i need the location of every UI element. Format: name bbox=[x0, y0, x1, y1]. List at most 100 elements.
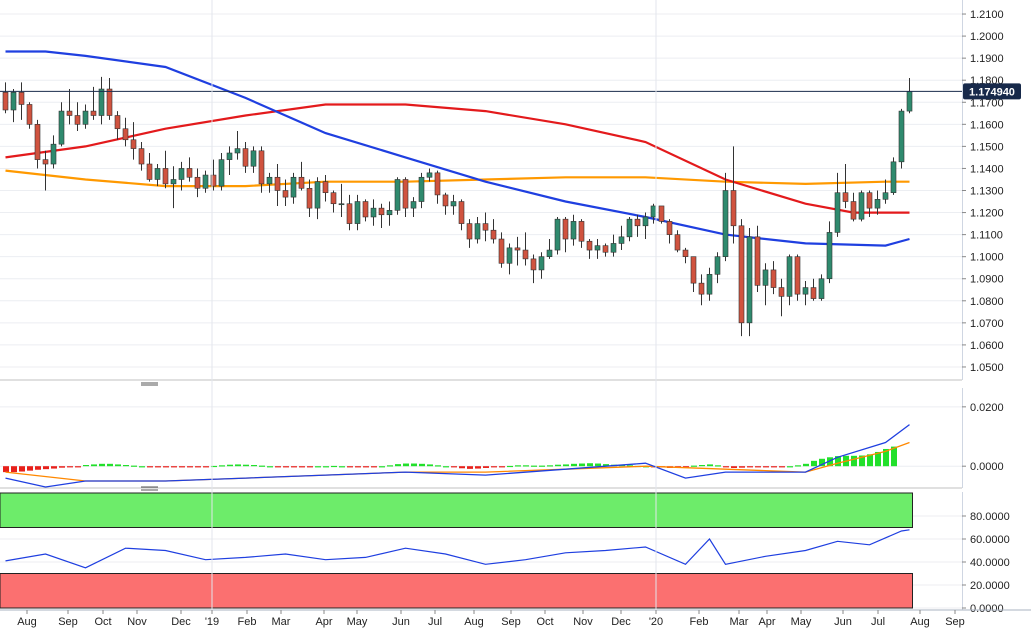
oscillator-bar bbox=[75, 466, 81, 468]
rsi-zones bbox=[0, 492, 913, 609]
candle bbox=[578, 219, 585, 248]
oscillator-bar bbox=[723, 466, 729, 468]
candle bbox=[698, 274, 705, 306]
oscillator-bar bbox=[387, 465, 393, 467]
candle bbox=[562, 216, 569, 253]
price-y-tick-label: 1.1500 bbox=[970, 141, 1004, 153]
candle bbox=[162, 150, 169, 189]
candle bbox=[66, 89, 73, 125]
candle bbox=[426, 168, 433, 182]
candle-body bbox=[10, 92, 17, 111]
price-grid bbox=[0, 13, 962, 368]
x-tick-label: '20 bbox=[649, 616, 663, 628]
candle-body bbox=[42, 159, 49, 165]
x-tick-label: Apr bbox=[758, 616, 775, 628]
candle-body bbox=[266, 176, 273, 185]
candle-body bbox=[666, 221, 673, 235]
oscillator-bar bbox=[395, 464, 401, 467]
oscillator-bar bbox=[715, 465, 721, 467]
candle bbox=[738, 219, 745, 337]
candle-body bbox=[570, 221, 577, 240]
candle-body bbox=[290, 176, 297, 198]
candle bbox=[306, 179, 313, 217]
candle-body bbox=[298, 176, 305, 189]
candle bbox=[706, 267, 713, 301]
candle-body bbox=[2, 92, 9, 111]
candle bbox=[138, 141, 145, 171]
candle-body bbox=[410, 201, 417, 209]
candle-body bbox=[546, 249, 553, 257]
candle-body bbox=[402, 179, 409, 209]
candle-body bbox=[98, 88, 105, 116]
last-price-tag-box bbox=[963, 83, 1021, 100]
price-y-tick-label: 1.1000 bbox=[970, 252, 1004, 264]
candle-body bbox=[554, 218, 561, 251]
candle bbox=[98, 76, 105, 125]
candle-body bbox=[834, 192, 841, 233]
oscillator-bar bbox=[211, 465, 217, 468]
oscillator-bar bbox=[563, 464, 569, 467]
oscillator-bar bbox=[51, 466, 57, 469]
candle bbox=[394, 177, 401, 215]
candle-body bbox=[618, 236, 625, 244]
oscillator-bar bbox=[171, 466, 177, 468]
candle-body bbox=[274, 176, 281, 191]
panel-resize-handle-1[interactable] bbox=[141, 382, 158, 386]
candle-body bbox=[714, 256, 721, 275]
candle bbox=[858, 190, 865, 222]
candle bbox=[618, 225, 625, 251]
oscillator-bar bbox=[403, 463, 409, 467]
candle bbox=[794, 254, 801, 301]
rsi-line bbox=[5, 529, 910, 569]
candle-body bbox=[378, 207, 385, 216]
candle bbox=[810, 278, 817, 301]
oscillator-bar bbox=[443, 466, 449, 468]
candle-body bbox=[658, 205, 665, 222]
candle-body bbox=[338, 203, 345, 206]
candle bbox=[410, 197, 417, 217]
candle bbox=[170, 166, 177, 209]
oscillator-lines bbox=[5, 424, 910, 488]
oscillator-bar bbox=[323, 466, 329, 468]
oscillator-bar bbox=[531, 465, 537, 467]
candle bbox=[386, 201, 393, 226]
candle-body bbox=[202, 174, 209, 189]
candle bbox=[178, 161, 185, 191]
candle bbox=[402, 177, 409, 217]
candle bbox=[18, 82, 25, 120]
candle bbox=[26, 102, 33, 129]
candle bbox=[802, 280, 809, 306]
candle-body bbox=[674, 234, 681, 251]
candle-body bbox=[682, 249, 689, 257]
candle-body bbox=[514, 247, 521, 251]
candle bbox=[554, 216, 561, 255]
candle bbox=[322, 175, 329, 202]
candle bbox=[730, 146, 737, 244]
oscillator-bar bbox=[163, 466, 169, 468]
candle bbox=[58, 102, 65, 147]
oscillator-bar bbox=[579, 463, 585, 467]
candle bbox=[130, 122, 137, 160]
candle-body bbox=[530, 258, 537, 271]
candle bbox=[530, 254, 537, 284]
price-y-tick-label: 1.1100 bbox=[970, 230, 1003, 242]
oscillator-bar bbox=[83, 465, 89, 467]
panel-resize-handle-2[interactable] bbox=[141, 486, 158, 491]
candle-body bbox=[706, 274, 713, 295]
candle bbox=[82, 104, 89, 129]
candle bbox=[450, 194, 457, 215]
oscillator-bar bbox=[419, 463, 425, 467]
candle bbox=[634, 214, 641, 237]
oscillator-bar bbox=[627, 465, 633, 467]
oscillator-bar bbox=[275, 466, 281, 468]
oscillator-bar bbox=[683, 466, 689, 468]
candle bbox=[114, 111, 121, 140]
candle-body bbox=[114, 115, 121, 130]
candle-body bbox=[770, 269, 777, 288]
candle bbox=[682, 247, 689, 264]
oscillator-bar bbox=[243, 464, 249, 467]
candle bbox=[722, 172, 729, 262]
oscillator-bar bbox=[339, 466, 345, 468]
